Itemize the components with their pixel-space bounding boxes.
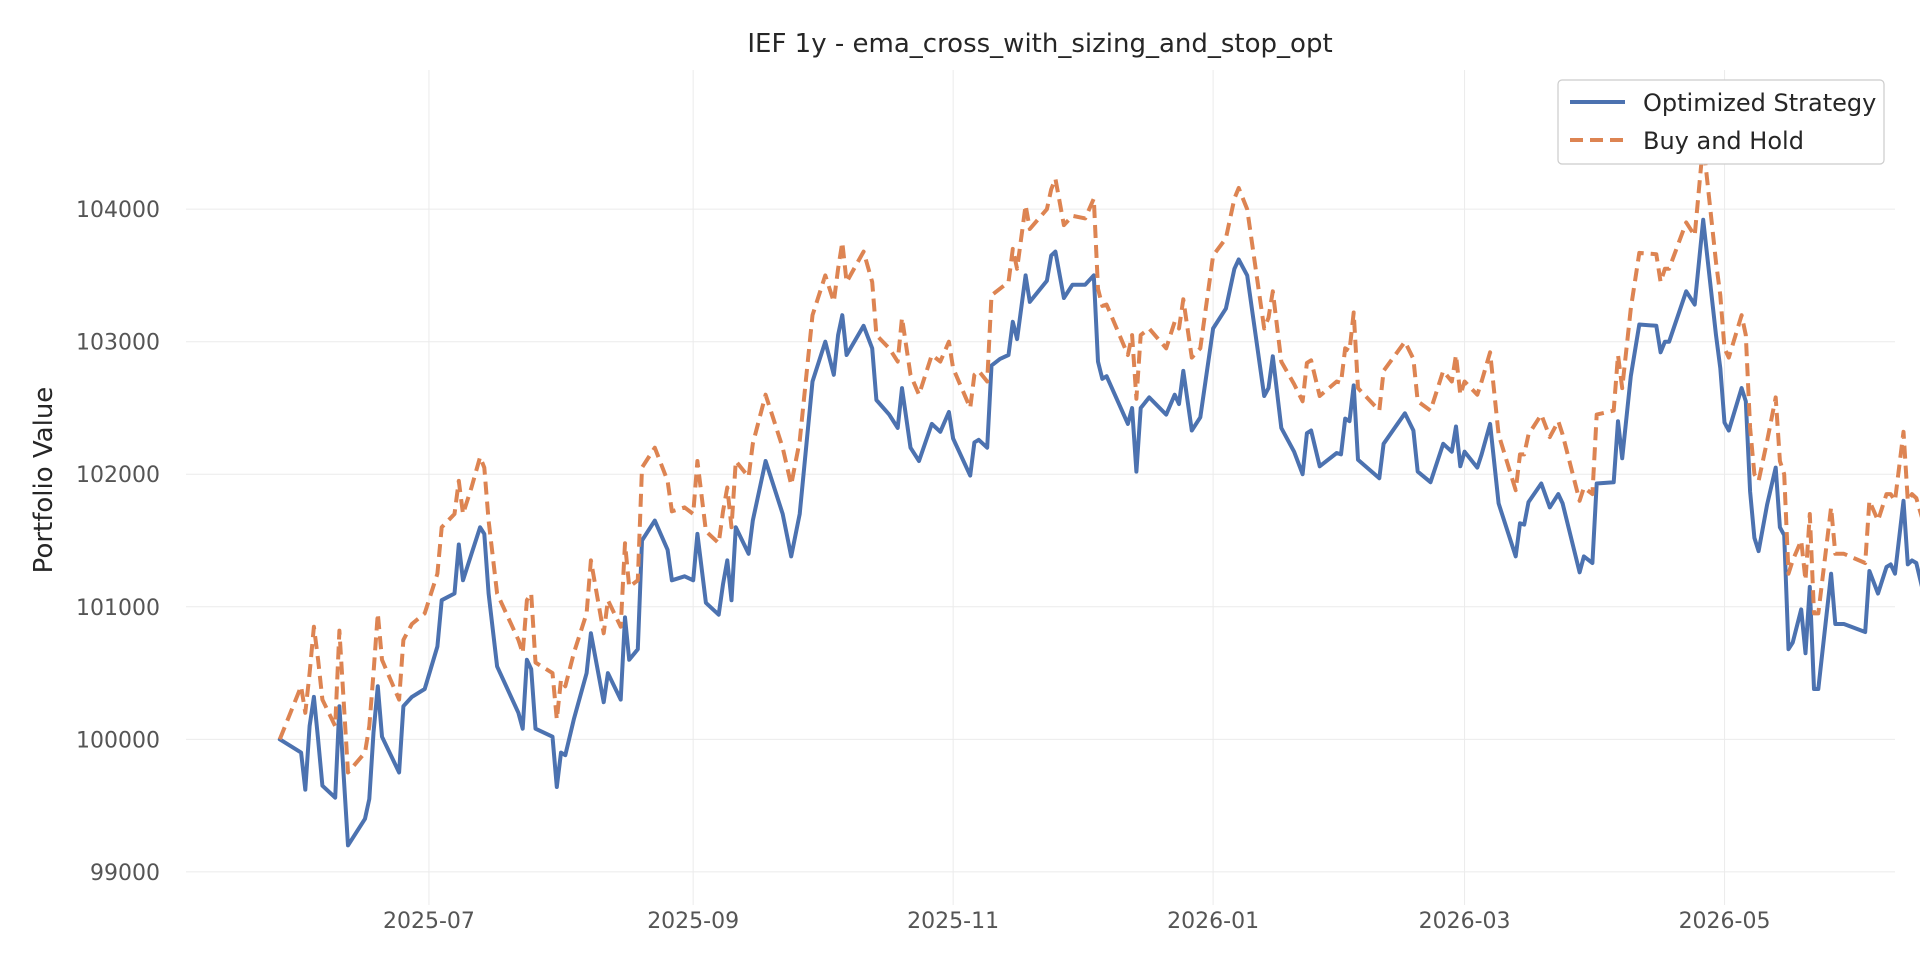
legend: Optimized Strategy Buy and Hold [1557, 79, 1885, 165]
legend-label-buy-and-hold: Buy and Hold [1643, 127, 1804, 155]
y-tick-label-102000: 102000 [76, 463, 160, 488]
x-tick-label-2025-09: 2025-09 [647, 909, 739, 934]
y-tick-label-104000: 104000 [76, 198, 160, 223]
chart-title: IEF 1y - ema_cross_with_sizing_and_stop_… [747, 29, 1332, 59]
x-tick-label-2025-07: 2025-07 [383, 909, 475, 934]
y-tick-label-99000: 99000 [90, 861, 160, 886]
series-line-buy-and-hold [277, 140, 1920, 775]
x-tick-label-2026-03: 2026-03 [1419, 909, 1511, 934]
y-tick-label-103000: 103000 [76, 331, 160, 356]
series-line-optimized-strategy [277, 217, 1920, 848]
x-tick-label-2026-01: 2026-01 [1167, 909, 1259, 934]
legend-frame [1557, 79, 1885, 165]
x-tick-label-2026-05: 2026-05 [1679, 909, 1771, 934]
legend-label-optimized-strategy: Optimized Strategy [1643, 89, 1876, 117]
gridlines [186, 70, 1895, 905]
y-axis-label: Portfolio Value [29, 387, 59, 574]
plot-area [277, 140, 1920, 848]
y-tick-label-100000: 100000 [76, 728, 160, 753]
axis-ticks: 99000 100000 101000 102000 103000 104000 2025-… [76, 198, 1770, 934]
x-tick-label-2025-11: 2025-11 [907, 909, 999, 934]
y-tick-label-101000: 101000 [76, 596, 160, 621]
